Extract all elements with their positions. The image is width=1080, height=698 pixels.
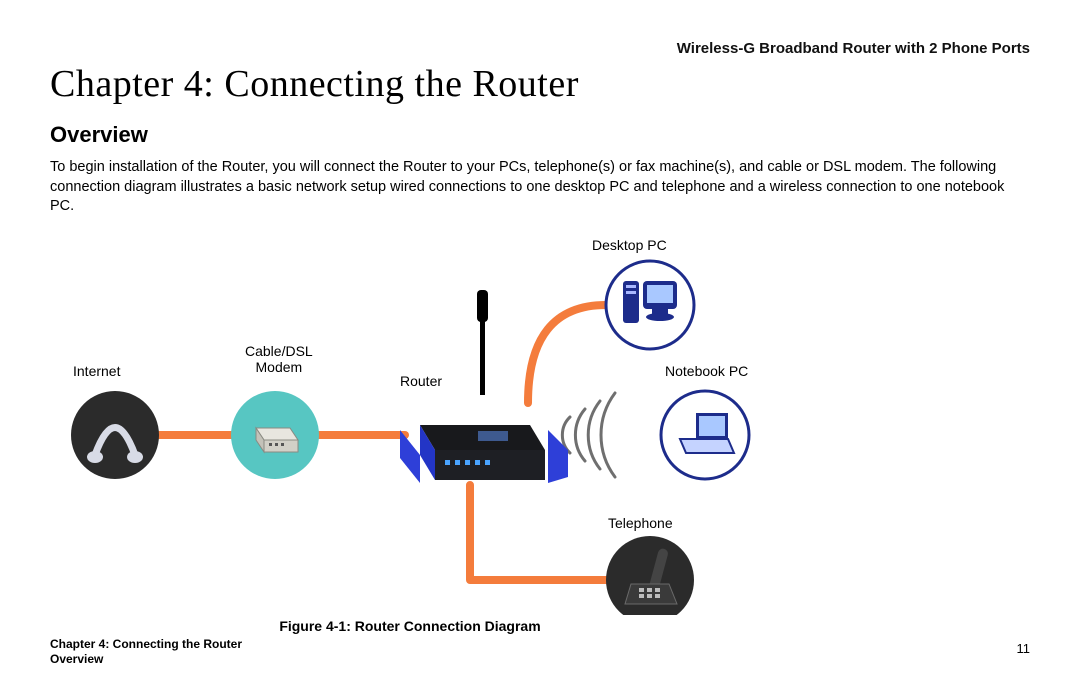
chapter-title: Chapter 4: Connecting the Router	[50, 62, 579, 106]
header-product: Wireless-G Broadband Router with 2 Phone…	[677, 40, 1030, 57]
desktop-icon	[606, 261, 694, 349]
wire-router-desktop	[528, 305, 606, 403]
label-telephone: Telephone	[608, 515, 673, 531]
label-modem: Cable/DSL Modem	[245, 343, 313, 375]
diagram-svg	[50, 225, 770, 615]
label-internet: Internet	[73, 363, 120, 379]
overview-paragraph: To begin installation of the Router, you…	[50, 158, 1010, 217]
page-number: 11	[1017, 641, 1031, 656]
wireless-arcs	[562, 393, 615, 477]
figure-caption: Figure 4-1: Router Connection Diagram	[50, 618, 770, 634]
section-title: Overview	[50, 122, 148, 148]
connection-diagram: Internet Cable/DSL Modem Router Desktop …	[50, 225, 770, 615]
modem-icon	[231, 391, 319, 479]
notebook-icon	[661, 391, 749, 479]
label-notebook: Notebook PC	[665, 363, 748, 379]
wire-router-telephone	[470, 485, 606, 580]
footer-section: Overview	[50, 652, 103, 666]
footer-breadcrumb: Chapter 4: Connecting the Router Overvie…	[50, 637, 242, 668]
label-desktop: Desktop PC	[592, 237, 667, 253]
internet-icon	[71, 391, 159, 479]
footer-chapter: Chapter 4: Connecting the Router	[50, 637, 242, 651]
telephone-icon	[606, 536, 694, 615]
label-router: Router	[400, 373, 442, 389]
